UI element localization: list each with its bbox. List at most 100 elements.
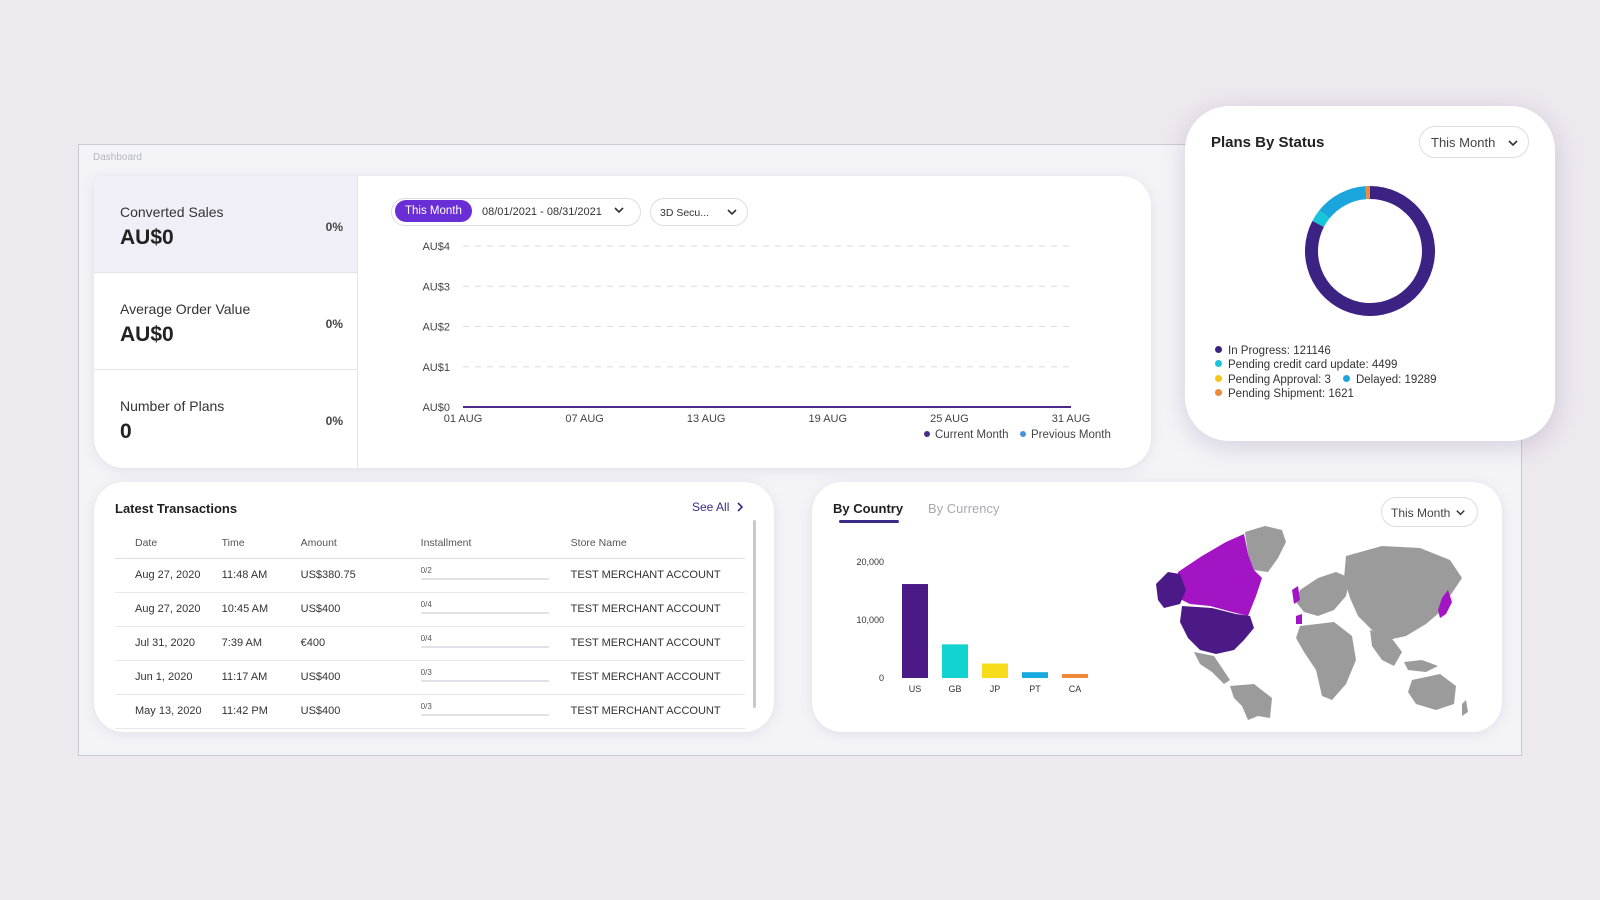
tab-by-currency[interactable]: By Currency [928,501,1000,516]
transactions-title: Latest Transactions [115,501,238,516]
chevron-down-icon [1508,140,1518,147]
bar-jp [982,663,1008,678]
geo-period-select[interactable]: This Month [1381,497,1478,527]
legend-line: Pending credit card update: 4499 [1215,359,1397,371]
legend-dot-icon [1215,346,1222,353]
x-tick-label: 19 AUG [809,413,848,425]
chevron-down-icon [727,209,737,216]
y-tick-label: AU$0 [422,402,450,414]
legend-item[interactable]: Pending credit card update: 4499 [1215,359,1397,371]
legend-item[interactable]: Pending Shipment: 1621 [1215,388,1354,400]
date-range-picker[interactable]: 08/01/2021 - 08/31/2021 [391,198,641,226]
legend-label: Current Month [935,429,1009,441]
table-row[interactable]: Aug 27, 2020 10:45 AM US$400 0/4 TEST MERCHA… [115,592,745,627]
breadcrumb: Dashboard [93,152,142,163]
legend-item[interactable]: Delayed: 19289 [1342,374,1437,386]
x-tick-label: CA [1069,684,1082,694]
legend-text: Pending credit card update: 4499 [1228,359,1398,371]
status-donut-chart [1305,186,1435,316]
kpi-average-order-value[interactable]: Average Order Value AU$0 0% [94,273,358,370]
table-row[interactable]: Aug 27, 2020 11:48 AM US$380.75 0/2 TEST MER… [115,558,745,593]
kpi-number-of-plans[interactable]: Number of Plans 0 0% [94,370,358,468]
column-header-date: Date [115,528,202,559]
y-tick-label: 10,000 [856,615,884,625]
map-indonesia [1404,660,1438,672]
bar-us [902,584,928,678]
column-header-time: Time [201,528,281,559]
map-south-america [1230,684,1272,720]
legend-label: Previous Month [1031,429,1111,441]
period-pill[interactable]: This Month [395,200,472,222]
map-asia [1344,546,1462,640]
installment-label: 0/3 [420,668,432,677]
see-all-link[interactable]: See All [692,500,730,514]
country-breakdown-card: By Country By Currency This Month 0 10,00… [812,482,1502,732]
cell-amount: US$400 [280,592,401,627]
x-tick-label: 25 AUG [930,413,969,425]
installment-progress: 0/3 [420,668,549,685]
donut-slice-pending-approval [1319,210,1330,219]
legend-item[interactable]: In Progress: 121146 [1215,345,1331,357]
x-tick-label: GB [948,684,961,694]
map-uk [1292,586,1300,604]
table-row[interactable]: Jul 31, 2020 7:39 AM €400 0/4 TEST MERCHANT … [115,626,745,661]
status-title: Plans By Status [1211,134,1325,151]
installment-label: 0/4 [420,634,432,643]
bar-gb [942,644,968,678]
chevron-down-icon [614,207,624,214]
status-period-select[interactable]: This Month [1419,126,1529,158]
x-tick-label: 07 AUG [565,413,604,425]
date-range-text: 08/01/2021 - 08/31/2021 [482,206,602,218]
x-tick-label: 01 AUG [444,413,483,425]
table-row[interactable]: Jun 1, 2020 11:17 AM US$400 0/3 TEST MERCHAN… [115,660,745,695]
cell-installment: 0/3 [400,694,551,729]
y-tick-label: 0 [879,673,884,683]
kpi-label: Number of Plans [120,398,225,414]
x-tick-label: JP [990,684,1001,694]
transactions-scrollbar[interactable] [753,520,756,708]
y-tick-label: AU$2 [422,322,450,334]
map-mexico [1194,652,1230,684]
installment-bar [420,646,549,648]
latest-transactions-card: Latest Transactions See All Date Time Am… [94,482,774,732]
cell-date: Jun 1, 2020 [115,660,202,695]
column-header-amount: Amount [280,528,401,559]
column-header-store-name: Store Name [550,528,745,559]
security-filter-text: 3D Secu... [660,207,710,219]
kpi-change: 0% [325,220,343,234]
world-map[interactable] [1150,520,1470,720]
chevron-right-icon[interactable] [734,501,746,513]
map-south-asia [1370,630,1402,666]
table-row[interactable]: May 13, 2020 11:42 PM US$400 0/3 TEST MERCHA… [115,694,745,729]
legend-text: Pending Shipment: 1621 [1228,388,1354,400]
kpi-value: AU$0 [120,323,174,346]
sales-line-chart-area: 08/01/2021 - 08/31/2021 This Month 3D Se… [359,176,1151,468]
tab-by-country[interactable]: By Country [833,501,904,516]
cell-store-name: TEST MERCHANT ACCOUNT [550,660,745,695]
legend-item[interactable]: Pending Approval: 3 [1215,374,1331,386]
installment-bar [420,714,549,716]
x-tick-label: 13 AUG [687,413,726,425]
kpi-change: 0% [325,317,343,331]
installment-bar [420,578,549,580]
legend-line: Pending Approval: 3 Delayed: 19289 [1215,374,1437,386]
x-tick-label: US [909,684,922,694]
sales-overview-card: Converted Sales AU$0 0% Average Order Va… [94,176,1151,468]
cell-amount: US$400 [280,694,401,729]
column-header-installment: Installment [400,528,551,559]
legend-text: In Progress: 121146 [1228,345,1331,357]
cell-installment: 0/4 [400,592,551,627]
installment-progress: 0/4 [420,600,549,617]
security-filter-select[interactable]: 3D Secu... [650,198,748,226]
cell-installment: 0/2 [400,558,551,593]
installment-label: 0/2 [420,566,432,575]
table-header-row: Date Time Amount Installment Store Name [115,528,745,559]
map-canada [1178,534,1262,616]
country-bar-chart: 0 10,000 20,000 US GB JP PT CA [856,557,1088,694]
installment-label: 0/4 [420,600,432,609]
legend-text: Pending Approval: 3 [1228,374,1331,386]
cell-time: 11:42 PM [201,694,281,729]
legend-line: In Progress: 121146 [1215,345,1331,357]
kpi-converted-sales[interactable]: Converted Sales AU$0 0% [94,176,358,273]
map-usa [1180,606,1254,654]
